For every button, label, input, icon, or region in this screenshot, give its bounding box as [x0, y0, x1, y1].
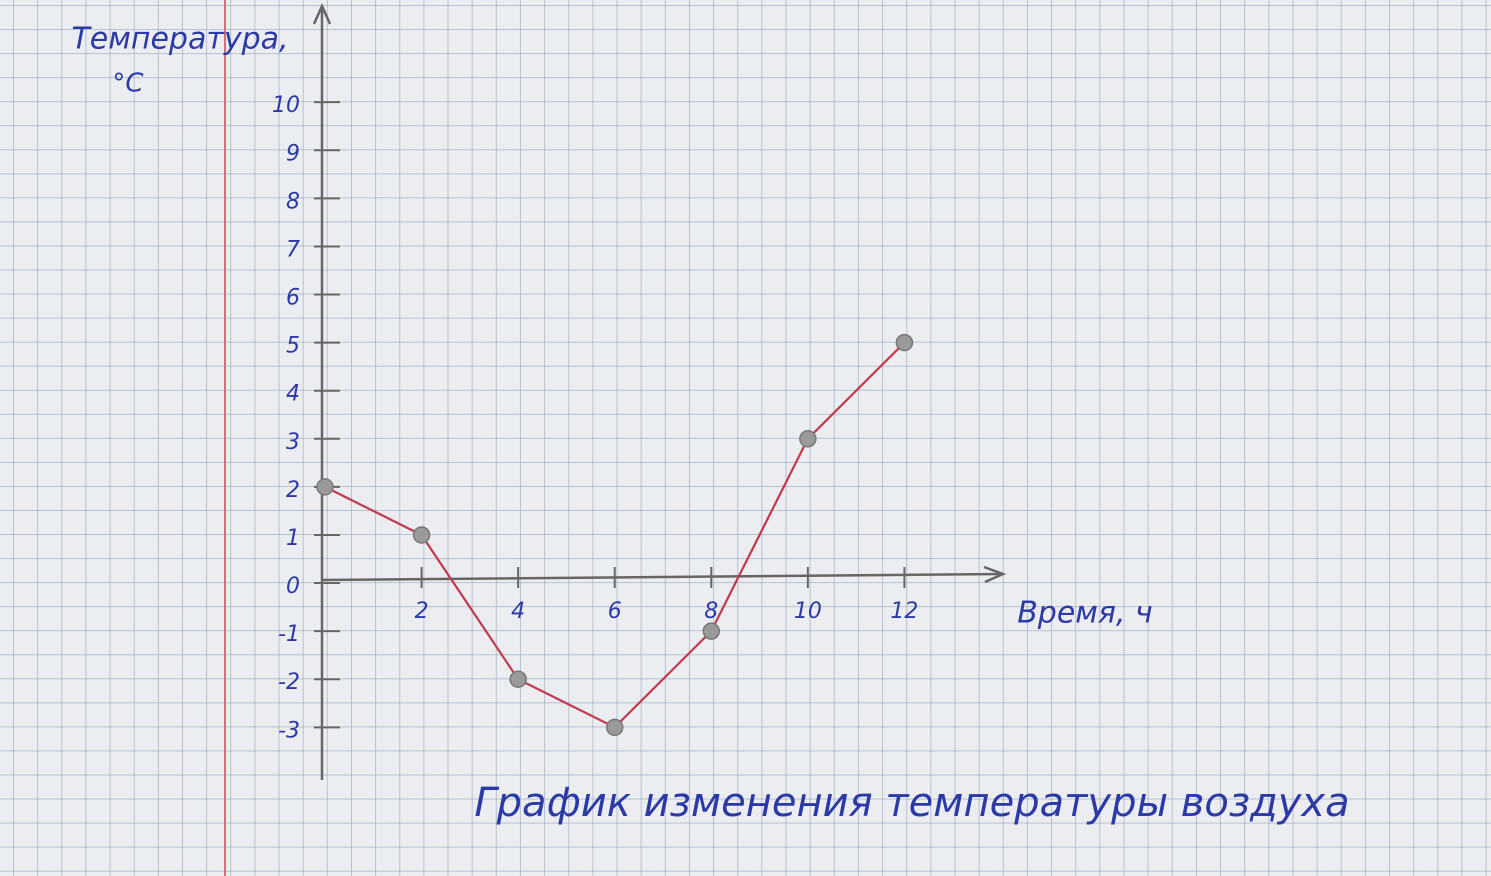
- y-tick-label: 0: [286, 574, 300, 599]
- x-tick-label: 4: [511, 599, 525, 624]
- y-axis-label: Температура,: [71, 22, 288, 57]
- y-axis-unit: °C: [112, 69, 144, 99]
- data-point: [316, 478, 334, 496]
- x-tick-label: 6: [608, 599, 622, 624]
- data-point: [509, 670, 527, 688]
- y-tick-label: 9: [286, 141, 300, 166]
- x-tick-label: 2: [415, 599, 429, 624]
- y-tick-label: 3: [286, 430, 300, 455]
- y-tick-label: 7: [286, 237, 300, 262]
- y-tick-label: 8: [286, 189, 300, 214]
- x-axis-arrow: [983, 565, 1007, 584]
- x-tick-label: 10: [794, 599, 822, 624]
- x-tick-label: 12: [890, 599, 918, 624]
- y-tick-label: -3: [278, 718, 300, 743]
- data-point: [895, 333, 914, 352]
- y-tick-label: -1: [278, 622, 300, 647]
- y-tick-label: 6: [286, 286, 300, 311]
- x-tick-label: 8: [704, 599, 718, 624]
- y-tick-label: 5: [286, 334, 300, 359]
- data-point: [799, 430, 817, 448]
- data-point: [702, 622, 721, 640]
- y-tick-label: 1: [286, 526, 300, 551]
- y-tick-label: 10: [272, 93, 300, 118]
- data-line: [324, 341, 906, 729]
- x-axis-label: Время, ч: [1017, 596, 1153, 631]
- y-tick-label: 4: [286, 382, 300, 407]
- y-axis-arrow: [312, 2, 332, 25]
- data-point: [412, 526, 431, 544]
- chart-title: График изменения температуры воздуха: [474, 780, 1349, 826]
- y-tick-label: 2: [286, 478, 300, 503]
- data-point: [605, 718, 624, 737]
- x-axis: [321, 572, 1003, 582]
- y-tick-label: -2: [278, 670, 300, 695]
